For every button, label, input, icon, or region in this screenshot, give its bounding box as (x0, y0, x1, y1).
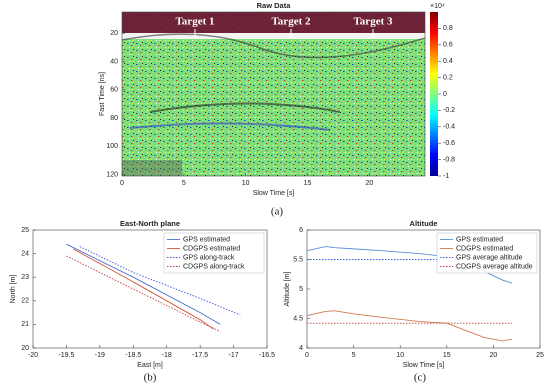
chart-title: East-North plane (120, 219, 180, 228)
y-tick-label: 21 (21, 321, 29, 328)
legend-label: CDGPS average altitude (456, 263, 533, 270)
x-tick-label: 0 (120, 180, 124, 187)
colorbar-tick-label: 0.6 (443, 42, 453, 49)
chart-title: Raw Data (257, 1, 292, 10)
x-tick-label: 20 (365, 180, 373, 187)
series-line (72, 248, 214, 330)
y-tick-label: 100 (106, 143, 118, 150)
x-tick-label: 0 (305, 352, 309, 359)
plot-frame (121, 11, 426, 177)
x-tick-label: -19.5 (58, 352, 74, 359)
reflection (129, 122, 331, 131)
x-tick-label: 25 (536, 352, 544, 359)
colorbar (430, 12, 438, 176)
radargram-texture (122, 12, 425, 176)
x-tick-label: 15 (443, 352, 451, 359)
legend-label: CDGPS estimated (183, 245, 240, 252)
annotation-arrow (192, 29, 198, 39)
y-tick-label: 120 (106, 171, 118, 178)
y-tick-label: 25 (21, 227, 29, 234)
series-line (66, 255, 221, 332)
panel-label: (c) (414, 372, 427, 384)
colorbar-tick-label: -0.2 (443, 107, 455, 114)
panel-label: (a) (271, 206, 284, 218)
reflection (149, 102, 341, 113)
chart-title: Altitude (410, 219, 438, 228)
annotation: Target 3 (353, 16, 393, 28)
legend-label: CDGPS along-track (183, 263, 245, 270)
x-tick-label: -20 (28, 352, 38, 359)
y-tick-label: 6 (299, 227, 303, 234)
x-tick-label: 20 (490, 352, 498, 359)
y-tick-label: 80 (110, 115, 118, 122)
annotation: Target 1 (175, 16, 214, 28)
colorbar-tick-label: 0.8 (443, 25, 453, 32)
legend-label: GPS estimated (456, 236, 503, 243)
y-tick-label: 60 (110, 87, 118, 94)
y-axis-label: Altitude [m] (284, 271, 291, 306)
panel-label: (b) (144, 372, 157, 384)
legend-label: GPS along-track (183, 254, 235, 261)
annotation: Target 2 (271, 16, 311, 28)
y-tick-label: 20 (110, 30, 118, 37)
y-tick-label: 23 (21, 274, 29, 281)
legend-label: GPS estimated (183, 236, 230, 243)
y-tick-label: 5 (299, 286, 303, 293)
plot-frame (32, 229, 268, 349)
x-axis-label: Slow Time [s] (403, 362, 445, 369)
y-tick-label: 40 (110, 58, 118, 65)
x-tick-label: -16.5 (259, 352, 275, 359)
x-tick-label: -17.5 (192, 352, 208, 359)
radargram (122, 12, 425, 176)
series-line (306, 310, 513, 342)
annotation-arrow (370, 29, 376, 39)
colorbar-exponent: ×10⁴ (430, 3, 445, 10)
y-tick-label: 22 (21, 298, 29, 305)
x-axis-label: Slow Time [s] (253, 190, 295, 197)
colorbar-tick-label: -1 (443, 173, 449, 180)
series-line (306, 246, 513, 284)
x-axis-label: East [m] (137, 362, 163, 369)
legend-label: CDGPS estimated (456, 245, 513, 252)
annotation-arrow (288, 29, 294, 39)
y-axis-label: North [m] (10, 275, 17, 304)
top-band (122, 12, 425, 33)
colorbar-tick-label: 0 (443, 91, 447, 98)
x-tick-label: -17 (229, 352, 239, 359)
legend-box (163, 232, 265, 274)
surface-band (122, 33, 425, 39)
y-tick-label: 4.5 (293, 315, 303, 322)
x-tick-label: -18 (162, 352, 172, 359)
x-tick-label: 15 (304, 180, 312, 187)
x-tick-label: 5 (352, 352, 356, 359)
bottom-texture (122, 160, 182, 176)
colorbar-tick-label: -0.4 (443, 124, 455, 131)
colorbar-tick-label: -0.8 (443, 156, 455, 163)
series-line (66, 243, 221, 325)
x-tick-label: 10 (242, 180, 250, 187)
y-axis-label: Fast Time [ns] (99, 72, 106, 116)
x-tick-label: 10 (396, 352, 404, 359)
y-tick-label: 24 (21, 250, 29, 257)
x-tick-label: -18.5 (125, 352, 141, 359)
y-tick-label: 20 (21, 345, 29, 352)
colorbar-tick-label: -0.6 (443, 140, 455, 147)
y-tick-label: 5.5 (293, 256, 303, 263)
x-tick-label: -19 (95, 352, 105, 359)
legend-label: GPS average altitude (456, 254, 523, 261)
y-tick-label: 4 (299, 345, 303, 352)
reflection (122, 33, 425, 59)
colorbar-tick-label: 0.2 (443, 74, 453, 81)
x-tick-label: 5 (182, 180, 186, 187)
legend-box (436, 232, 538, 274)
colorbar-tick-label: 0.4 (443, 58, 453, 65)
